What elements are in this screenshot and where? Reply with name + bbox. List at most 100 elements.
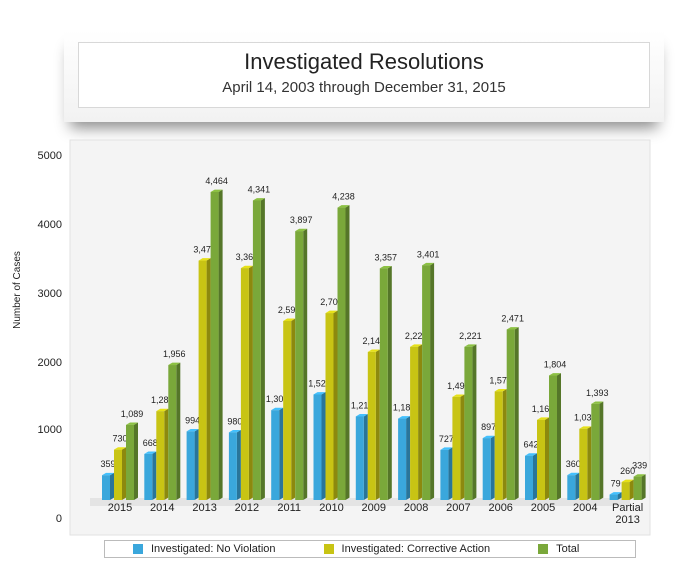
bar-side: [460, 394, 465, 500]
bar-side: [122, 447, 126, 500]
bar-top: [506, 327, 519, 330]
data-label: 1,494: [447, 381, 470, 391]
bar: [126, 424, 134, 500]
data-label: 980: [227, 416, 242, 426]
bar: [337, 207, 346, 500]
bar-side: [387, 265, 392, 500]
bar-top: [482, 435, 495, 439]
data-label: 4,238: [332, 192, 355, 202]
bar-top: [337, 205, 350, 208]
x-tick-label: 2012: [235, 502, 259, 514]
legend-label-corrective-action: Investigated: Corrective Action: [341, 543, 491, 555]
y-tick-label: 5000: [38, 150, 62, 162]
x-tick-label: 2004: [573, 502, 597, 514]
bar-top: [549, 373, 561, 376]
y-tick-label: 4000: [38, 219, 62, 231]
data-label: 2,221: [405, 331, 428, 341]
bar-side: [260, 198, 265, 501]
data-label: 727: [439, 434, 454, 444]
bar: [355, 416, 364, 500]
chart-title: Investigated Resolutions: [244, 49, 484, 74]
bar-top: [102, 472, 114, 476]
bar-side: [279, 407, 284, 500]
data-label: 339: [632, 461, 647, 471]
y-tick-label: 2000: [38, 357, 62, 369]
bar-top: [295, 228, 308, 232]
bar: [228, 432, 237, 500]
bar-side: [533, 453, 537, 500]
bar: [325, 313, 334, 500]
data-label: 2,595: [278, 305, 301, 315]
floor-shadow: [90, 498, 630, 506]
bar: [525, 455, 533, 500]
data-label: 1,162: [532, 404, 555, 414]
bar-side: [629, 479, 634, 500]
bar: [271, 410, 280, 500]
bar: [252, 200, 261, 500]
data-label: 1,033: [574, 413, 597, 423]
x-tick-label: 2015: [108, 502, 132, 514]
data-label: 668: [143, 438, 158, 448]
legend-label-total: Total: [556, 543, 580, 555]
data-label: 3,401: [417, 249, 440, 259]
bar-side: [617, 492, 622, 500]
bar: [313, 394, 322, 500]
bar-side: [248, 265, 253, 500]
bar-top: [379, 265, 392, 269]
bar: [633, 476, 642, 500]
data-label: 2,146: [363, 336, 386, 346]
data-label: 1,529: [308, 378, 331, 388]
y-tick-label: 0: [56, 513, 62, 525]
bar-top: [367, 349, 380, 352]
data-label: 730: [112, 434, 127, 444]
bar-top: [609, 492, 622, 495]
bar-side: [514, 327, 519, 500]
legend-swatch-total: [538, 544, 549, 554]
y-tick-label: 1000: [38, 424, 62, 436]
bar: [549, 375, 557, 500]
bar-top: [579, 426, 592, 429]
bar-side: [176, 362, 181, 500]
bar: [198, 260, 207, 500]
x-tick-label: 2008: [404, 502, 428, 514]
bar-top: [168, 362, 181, 366]
data-label: 1,393: [586, 388, 609, 398]
legend-item-corrective-action: Investigated: Corrective Action: [323, 543, 491, 555]
data-label: 2,221: [459, 331, 482, 341]
bar-side: [375, 349, 380, 500]
bar: [186, 431, 195, 500]
bar-side: [448, 447, 453, 500]
bar-side: [502, 388, 507, 500]
bar-side: [194, 429, 199, 500]
bar-top: [156, 408, 169, 412]
data-label: 2,709: [320, 297, 343, 307]
x-tick-label: 2013: [192, 502, 216, 514]
bar-top: [144, 451, 157, 454]
bar: [567, 475, 576, 500]
bar: [367, 351, 376, 500]
bar: [464, 346, 473, 500]
bar-top: [228, 429, 241, 433]
data-label: 2,471: [501, 314, 524, 324]
bar: [422, 265, 431, 500]
data-label: 1,302: [266, 394, 289, 404]
bar-side: [418, 344, 423, 500]
bar-side: [599, 401, 604, 500]
bar-top: [271, 407, 284, 411]
bar: [494, 391, 503, 500]
bar: [579, 428, 588, 500]
data-label: 360: [566, 459, 581, 469]
bar-side: [472, 344, 477, 500]
data-label: 79: [611, 479, 621, 489]
bar-top: [537, 417, 549, 420]
y-tick-label: 3000: [38, 288, 62, 300]
title-box: Investigated Resolutions April 14, 2003 …: [78, 42, 650, 108]
bar-side: [430, 262, 435, 500]
bar-side: [291, 318, 296, 500]
x-tick-label: Partial 2013: [612, 502, 643, 526]
title-banner: Investigated Resolutions April 14, 2003 …: [64, 30, 664, 122]
x-tick-label: 2014: [150, 502, 174, 514]
bar: [102, 475, 110, 500]
bar-top: [198, 258, 211, 261]
